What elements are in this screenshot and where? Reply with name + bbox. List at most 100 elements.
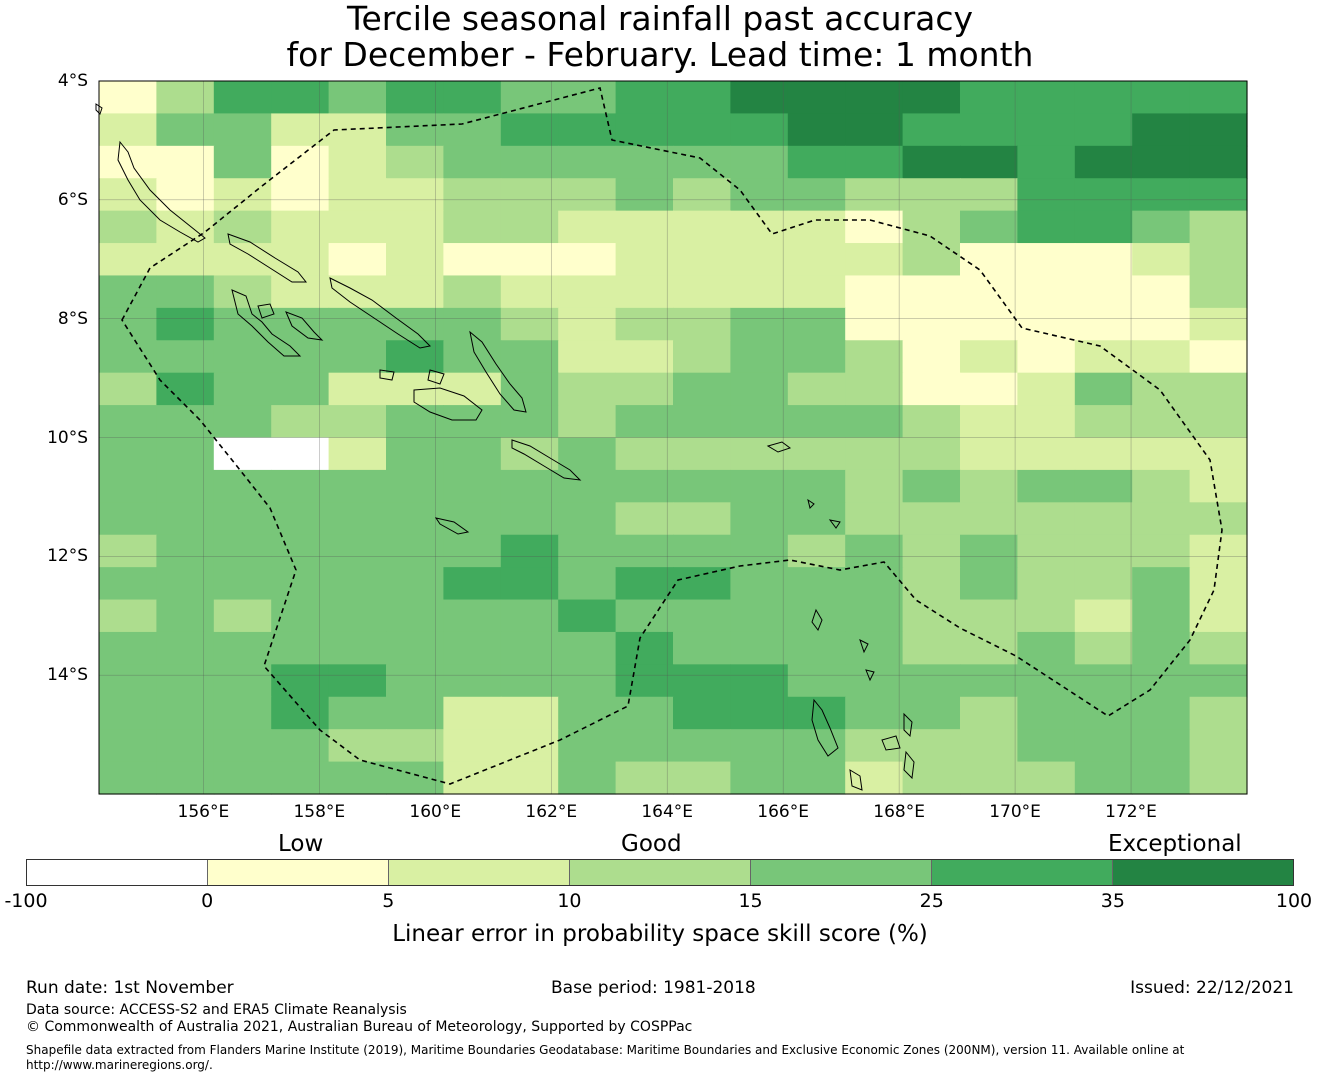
- skill-cell: [730, 631, 789, 665]
- skill-cell: [99, 664, 157, 698]
- skill-cell: [730, 243, 789, 277]
- skill-cell: [1074, 631, 1133, 665]
- lon-tick-label: 156°E: [177, 802, 230, 822]
- skill-cell: [960, 81, 1018, 115]
- colorbar-tick-label: 5: [382, 890, 395, 912]
- skill-cell: [213, 113, 272, 147]
- skill-cell: [1189, 599, 1248, 633]
- lon-tick-label: 162°E: [525, 802, 578, 822]
- skill-cell: [156, 696, 215, 730]
- skill-cell: [960, 696, 1018, 730]
- skill-cell: [1132, 405, 1191, 439]
- skill-cell: [1132, 469, 1191, 503]
- skill-cell: [730, 761, 789, 795]
- skill-cell: [1132, 340, 1191, 374]
- skill-cell: [443, 145, 502, 179]
- skill-cell: [845, 599, 904, 633]
- skill-cell: [386, 469, 444, 503]
- skill-cell: [730, 469, 789, 503]
- skill-cell: [960, 437, 1018, 471]
- skill-cell: [213, 696, 272, 730]
- skill-cell: [902, 502, 961, 536]
- skill-cell: [673, 210, 731, 244]
- skill-cell: [99, 81, 157, 115]
- skill-cell: [156, 664, 215, 698]
- skill-cell: [558, 696, 617, 730]
- skill-cell: [787, 145, 846, 179]
- skill-cell: [615, 534, 674, 568]
- skill-cell: [960, 145, 1018, 179]
- colorbar-segment: [570, 860, 751, 885]
- skill-cell: [271, 502, 330, 536]
- skill-cell: [156, 599, 215, 633]
- skill-cell: [1132, 437, 1191, 471]
- skill-cell: [960, 729, 1018, 763]
- skill-cell: [1132, 599, 1191, 633]
- skill-cell: [787, 210, 846, 244]
- skill-cell: [271, 696, 330, 730]
- skill-cell: [213, 145, 272, 179]
- skill-cell: [1189, 243, 1248, 277]
- skill-cell: [156, 405, 215, 439]
- skill-cell: [673, 567, 731, 601]
- skill-cell: [1189, 372, 1248, 406]
- skill-cell: [500, 145, 559, 179]
- skill-cell: [443, 307, 502, 341]
- skill-cell: [213, 664, 272, 698]
- skill-cell: [1189, 534, 1248, 568]
- skill-cell: [328, 340, 387, 374]
- skill-cell: [99, 405, 157, 439]
- skill-cell: [1074, 340, 1133, 374]
- skill-cell: [673, 307, 731, 341]
- skill-cell: [271, 275, 330, 309]
- skill-cell: [500, 340, 559, 374]
- skill-cell: [1017, 275, 1076, 309]
- skill-cell: [271, 145, 330, 179]
- skill-cell: [500, 599, 559, 633]
- skill-cell: [960, 567, 1018, 601]
- skill-cell: [902, 631, 961, 665]
- skill-cell: [386, 81, 444, 115]
- skill-cell: [213, 437, 272, 471]
- skill-cell: [386, 502, 444, 536]
- skill-cell: [1189, 437, 1248, 471]
- skill-cell: [673, 469, 731, 503]
- skill-cell: [1017, 113, 1076, 147]
- skill-cell: [1189, 567, 1248, 601]
- skill-cell: [845, 340, 904, 374]
- skill-cell: [500, 567, 559, 601]
- skill-cell: [960, 275, 1018, 309]
- colorbar-segment: [1113, 860, 1293, 885]
- skill-cell: [787, 307, 846, 341]
- label-exceptional: Exceptional: [1108, 831, 1242, 857]
- skill-cell: [787, 696, 846, 730]
- skill-cell: [386, 275, 444, 309]
- skill-cell: [500, 178, 559, 212]
- skill-cell: [271, 761, 330, 795]
- skill-cell: [845, 372, 904, 406]
- skill-cell: [213, 469, 272, 503]
- skill-cell: [558, 469, 617, 503]
- skill-cell: [328, 307, 387, 341]
- skill-cell: [1074, 437, 1133, 471]
- skill-cell: [845, 729, 904, 763]
- skill-cell: [615, 696, 674, 730]
- data-source: Data source: ACCESS-S2 and ERA5 Climate …: [26, 1002, 407, 1018]
- skill-cell: [443, 113, 502, 147]
- skill-cell: [1017, 437, 1076, 471]
- colorbar-segment: [751, 860, 932, 885]
- skill-cell: [673, 502, 731, 536]
- skill-cell: [730, 178, 789, 212]
- skill-cell: [1017, 307, 1076, 341]
- skill-cell: [902, 696, 961, 730]
- skill-cell: [902, 372, 961, 406]
- skill-cell: [787, 437, 846, 471]
- skill-cell: [1074, 113, 1133, 147]
- skill-cell: [156, 567, 215, 601]
- skill-cell: [99, 113, 157, 147]
- skill-cell: [787, 275, 846, 309]
- skill-cell: [1074, 372, 1133, 406]
- lon-tick-label: 172°E: [1105, 802, 1157, 822]
- skill-cell: [787, 599, 846, 633]
